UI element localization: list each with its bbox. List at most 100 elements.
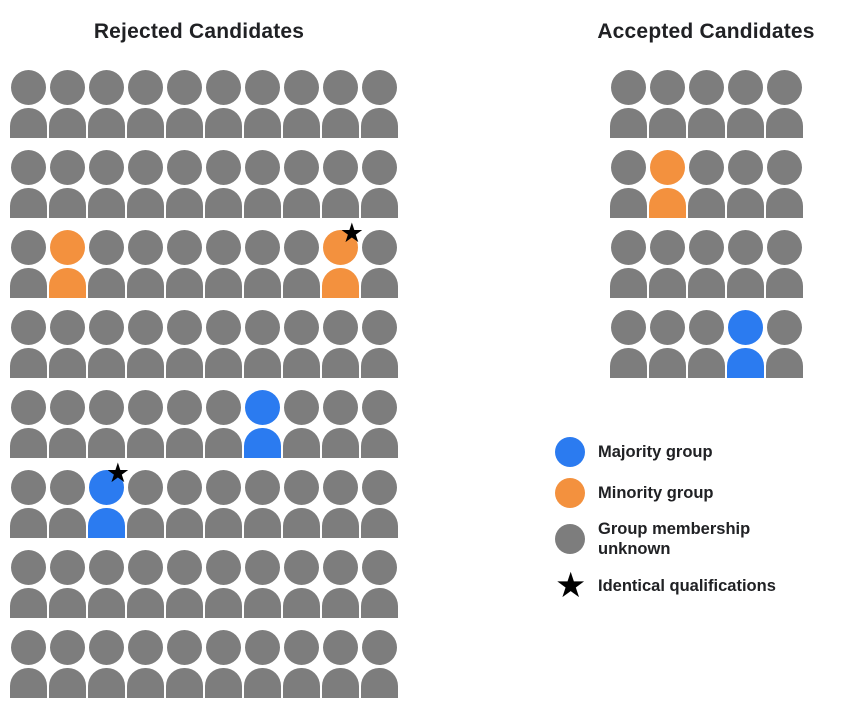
legend-item-minority-group: Minority group bbox=[555, 478, 788, 508]
person-head bbox=[128, 150, 163, 185]
person-icon-unknown bbox=[244, 70, 281, 138]
person-head bbox=[11, 390, 46, 425]
person-head bbox=[245, 470, 280, 505]
person-icon-unknown bbox=[610, 230, 647, 298]
person-torso bbox=[88, 348, 125, 378]
person-torso bbox=[322, 668, 359, 698]
person-torso bbox=[361, 668, 398, 698]
person-head bbox=[728, 70, 763, 105]
person-torso bbox=[361, 588, 398, 618]
person-icon-unknown bbox=[127, 390, 164, 458]
rejected-candidates-title: Rejected Candidates bbox=[93, 20, 305, 43]
person-torso bbox=[283, 348, 320, 378]
person-icon-unknown bbox=[283, 310, 320, 378]
person-icon-unknown bbox=[283, 70, 320, 138]
person-head bbox=[323, 230, 358, 265]
person-torso bbox=[322, 188, 359, 218]
person-head bbox=[650, 150, 685, 185]
person-icon-majority bbox=[727, 310, 764, 378]
person-head bbox=[767, 310, 802, 345]
person-icon-unknown bbox=[49, 150, 86, 218]
person-icon-unknown bbox=[283, 630, 320, 698]
person-torso bbox=[688, 188, 725, 218]
person-icon-unknown bbox=[88, 230, 125, 298]
person-icon-unknown bbox=[283, 230, 320, 298]
person-icon-unknown bbox=[244, 470, 281, 538]
person-head bbox=[167, 230, 202, 265]
person-head bbox=[50, 150, 85, 185]
person-head bbox=[128, 470, 163, 505]
person-icon-unknown bbox=[10, 310, 47, 378]
person-torso bbox=[727, 348, 764, 378]
person-torso bbox=[127, 588, 164, 618]
person-torso bbox=[766, 268, 803, 298]
person-icon-unknown bbox=[322, 150, 359, 218]
person-icon-unknown bbox=[127, 630, 164, 698]
person-torso bbox=[283, 508, 320, 538]
person-head bbox=[50, 230, 85, 265]
person-icon-unknown bbox=[10, 70, 47, 138]
person-head bbox=[284, 230, 319, 265]
person-torso bbox=[49, 508, 86, 538]
person-head bbox=[323, 470, 358, 505]
person-torso bbox=[283, 188, 320, 218]
person-icon-unknown bbox=[205, 630, 242, 698]
person-torso bbox=[244, 508, 281, 538]
person-torso bbox=[166, 668, 203, 698]
person-torso bbox=[205, 188, 242, 218]
person-head bbox=[167, 630, 202, 665]
person-torso bbox=[49, 428, 86, 458]
person-head bbox=[206, 390, 241, 425]
person-torso bbox=[766, 108, 803, 138]
person-torso bbox=[361, 508, 398, 538]
person-head bbox=[206, 230, 241, 265]
person-icon-unknown bbox=[127, 470, 164, 538]
person-icon-unknown bbox=[283, 550, 320, 618]
person-torso bbox=[361, 188, 398, 218]
person-torso bbox=[205, 268, 242, 298]
person-icon-unknown bbox=[49, 630, 86, 698]
legend-item-membership-unknown: Group membership unknown bbox=[555, 519, 788, 560]
person-head bbox=[11, 630, 46, 665]
person-icon-unknown bbox=[610, 150, 647, 218]
person-icon-unknown bbox=[166, 390, 203, 458]
person-torso bbox=[322, 348, 359, 378]
person-icon-majority: ★ bbox=[88, 460, 130, 538]
person-head bbox=[206, 70, 241, 105]
person-torso bbox=[49, 108, 86, 138]
person-head bbox=[323, 70, 358, 105]
person-head bbox=[50, 390, 85, 425]
person-torso bbox=[10, 348, 47, 378]
star-icon: ★ bbox=[339, 218, 364, 248]
person-torso bbox=[205, 588, 242, 618]
person-icon-unknown bbox=[166, 550, 203, 618]
person-torso bbox=[127, 668, 164, 698]
person-head bbox=[650, 310, 685, 345]
person-head bbox=[284, 630, 319, 665]
person-icon-unknown bbox=[205, 470, 242, 538]
person-torso bbox=[205, 348, 242, 378]
person-torso bbox=[166, 588, 203, 618]
person-head bbox=[206, 310, 241, 345]
person-icon-unknown bbox=[88, 550, 125, 618]
person-head bbox=[167, 310, 202, 345]
person-icon-unknown bbox=[766, 310, 803, 378]
person-head bbox=[323, 390, 358, 425]
person-head bbox=[50, 630, 85, 665]
person-torso bbox=[49, 668, 86, 698]
legend-item-identical-qualifications: ★ Identical qualifications bbox=[555, 565, 788, 605]
star-icon: ★ bbox=[555, 565, 587, 605]
person-torso bbox=[361, 428, 398, 458]
person-head bbox=[362, 630, 397, 665]
person-torso bbox=[49, 268, 86, 298]
person-icon-unknown bbox=[361, 310, 398, 378]
person-head bbox=[50, 310, 85, 345]
person-head bbox=[323, 630, 358, 665]
person-torso bbox=[244, 348, 281, 378]
person-icon-unknown bbox=[283, 470, 320, 538]
rejected-candidates-grid: ★ ★ bbox=[10, 70, 398, 698]
person-torso bbox=[166, 108, 203, 138]
person-icon-unknown bbox=[610, 310, 647, 378]
person-icon-unknown bbox=[322, 310, 359, 378]
